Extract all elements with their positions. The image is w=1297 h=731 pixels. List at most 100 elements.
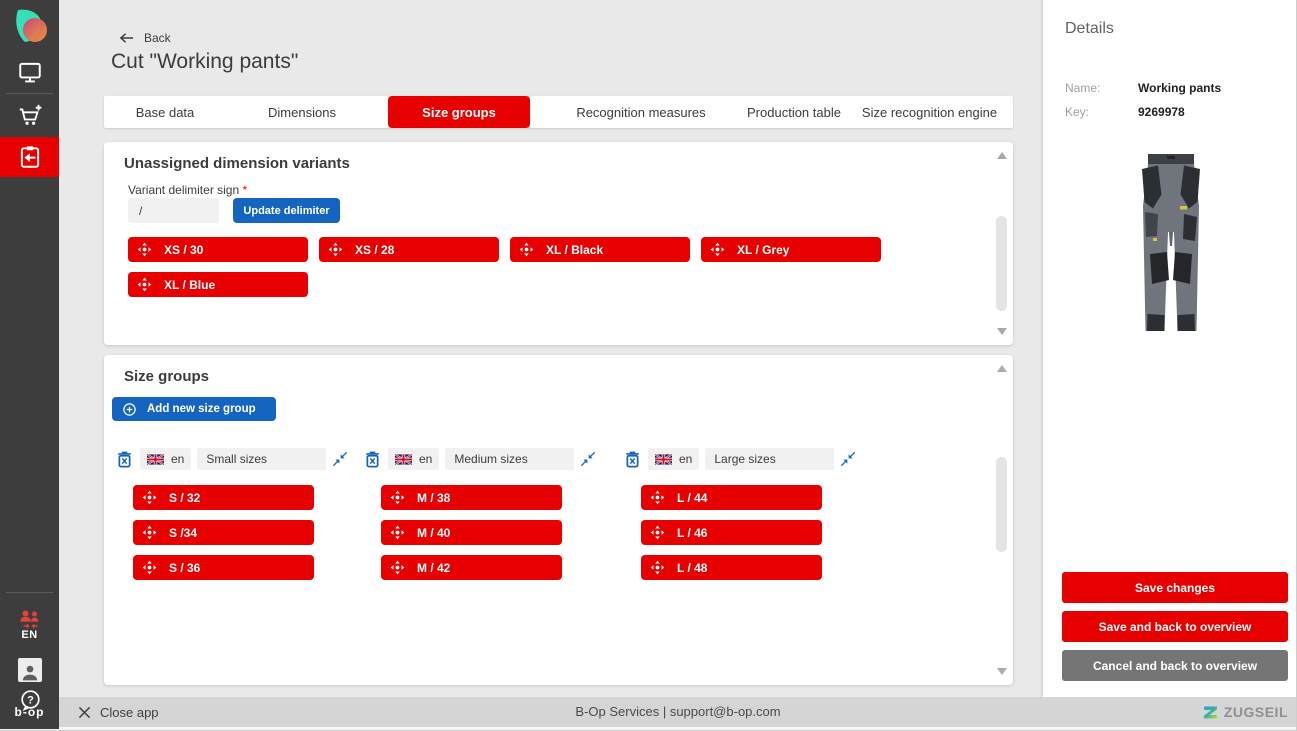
tab-size-recognition-engine[interactable]: Size recognition engine <box>861 104 998 120</box>
group-chip-list: L / 44 L / 46 L / 48 <box>641 485 822 580</box>
size-chip[interactable]: M / 38 <box>381 485 562 510</box>
variant-chip[interactable]: XL / Blue <box>128 272 308 297</box>
details-title: Details <box>1065 20 1114 37</box>
variant-chip-list: XS / 30 XS / 28 XL / Black XL / Grey XL … <box>128 237 898 297</box>
required-asterisk: * <box>242 183 248 197</box>
clipboard-arrow-left-icon <box>20 146 39 168</box>
tab-size-groups[interactable]: Size groups <box>388 96 530 128</box>
scrollbar-thumb[interactable] <box>996 216 1007 311</box>
size-chip-label: L / 48 <box>677 560 708 575</box>
uk-flag-icon <box>655 453 672 465</box>
bottom-edge <box>0 727 1297 731</box>
language-code: en <box>679 452 693 466</box>
group-name-input[interactable] <box>197 448 327 470</box>
move-icon <box>519 242 534 257</box>
delimiter-input[interactable] <box>128 198 219 223</box>
move-icon <box>142 490 157 505</box>
sidebar-item-monitor[interactable] <box>0 52 59 92</box>
key-label: Key: <box>1065 105 1090 119</box>
size-chip[interactable]: L / 48 <box>641 555 822 580</box>
size-chip-label: M / 40 <box>417 525 451 540</box>
tab-base-data[interactable]: Base data <box>135 104 195 120</box>
update-delimiter-button[interactable]: Update delimiter <box>233 198 340 223</box>
size-chip-label: L / 46 <box>677 525 708 540</box>
move-icon <box>142 560 157 575</box>
help-icon: ? <box>20 690 40 711</box>
group-chip-list: S / 32 S /34 S / 36 <box>133 485 314 580</box>
size-chip-label: S /34 <box>169 525 198 540</box>
product-image-working-pants <box>1142 154 1200 331</box>
scrollbar-thumb[interactable] <box>996 457 1007 552</box>
size-chip[interactable]: S / 32 <box>133 485 314 510</box>
svg-text:?: ? <box>27 695 34 707</box>
cancel-and-back-button[interactable]: Cancel and back to overview <box>1062 650 1288 681</box>
group-name-input[interactable] <box>445 448 575 470</box>
details-actions: Save changes Save and back to overview C… <box>1062 572 1288 681</box>
variant-chip-label: XL / Black <box>546 242 604 257</box>
group-name-input[interactable] <box>705 448 835 470</box>
close-icon <box>78 706 91 718</box>
move-icon <box>328 242 343 257</box>
uk-flag-icon <box>147 453 164 465</box>
scroll-down-icon[interactable] <box>997 328 1007 335</box>
size-chip[interactable]: M / 40 <box>381 520 562 545</box>
panel-scrollbar <box>995 148 1009 339</box>
sidebar-language-label[interactable]: EN <box>21 629 38 641</box>
merge-group-button[interactable] <box>580 451 596 467</box>
sidebar-divider <box>6 592 53 593</box>
merge-group-button[interactable] <box>332 451 348 467</box>
size-chip[interactable]: M / 42 <box>381 555 562 580</box>
variant-chip[interactable]: XL / Grey <box>701 237 881 262</box>
size-chip[interactable]: L / 46 <box>641 520 822 545</box>
sidebar-item-profile[interactable] <box>0 650 59 690</box>
sidebar-item-help[interactable]: ? <box>0 681 59 721</box>
back-button[interactable]: Back <box>119 31 171 45</box>
app-logo-icon[interactable] <box>10 7 50 47</box>
variant-chip-label: XL / Grey <box>737 242 790 257</box>
move-icon <box>142 525 157 540</box>
zugseil-logo: ZUGSEIL <box>1202 697 1288 727</box>
save-changes-button[interactable]: Save changes <box>1062 572 1288 603</box>
size-group-small: en S / 32 S /34 S / 36 <box>115 448 348 580</box>
zugseil-z-icon <box>1203 705 1217 719</box>
sidebar-item-user-transfer[interactable] <box>0 599 59 639</box>
arrow-left-icon <box>119 33 134 43</box>
tab-dimensions[interactable]: Dimensions <box>268 104 336 120</box>
save-and-back-button[interactable]: Save and back to overview <box>1062 611 1288 642</box>
panel-title: Size groups <box>124 368 210 385</box>
sidebar-item-cuts-active[interactable] <box>0 137 59 177</box>
scroll-up-icon[interactable] <box>997 152 1007 159</box>
panel-scrollbar <box>995 361 1009 679</box>
delete-group-button[interactable] <box>623 450 642 469</box>
size-chip[interactable]: S /34 <box>133 520 314 545</box>
name-value: Working pants <box>1138 81 1222 95</box>
cart-plus-icon <box>19 104 41 125</box>
language-code: en <box>419 452 433 466</box>
size-chip[interactable]: S / 36 <box>133 555 314 580</box>
close-app-label: Close app <box>100 704 159 720</box>
merge-group-button[interactable] <box>840 451 856 467</box>
delete-group-button[interactable] <box>363 450 382 469</box>
trash-x-icon <box>118 451 131 467</box>
add-size-group-button[interactable]: Add new size group <box>112 397 276 421</box>
user-avatar-icon <box>17 658 42 682</box>
variant-chip[interactable]: XS / 30 <box>128 237 308 262</box>
size-chip[interactable]: L / 44 <box>641 485 822 510</box>
scroll-down-icon[interactable] <box>997 668 1007 675</box>
language-code: en <box>171 452 185 466</box>
variant-chip[interactable]: XS / 28 <box>319 237 499 262</box>
sidebar-item-cart[interactable] <box>0 97 59 137</box>
delete-group-button[interactable] <box>115 450 134 469</box>
tab-recognition-measures[interactable]: Recognition measures <box>576 104 706 120</box>
size-chip-label: S / 36 <box>169 560 201 575</box>
variant-chip[interactable]: XL / Black <box>510 237 690 262</box>
size-group-header: en <box>363 448 596 470</box>
tab-production-table[interactable]: Production table <box>747 104 841 120</box>
footer-support-text: B-Op Services | support@b-op.com <box>575 704 781 719</box>
close-app-button[interactable]: Close app <box>78 697 159 727</box>
scroll-up-icon[interactable] <box>997 365 1007 372</box>
size-group-header: en <box>623 448 856 470</box>
name-label: Name: <box>1065 81 1101 95</box>
panel-title: Unassigned dimension variants <box>124 155 350 172</box>
